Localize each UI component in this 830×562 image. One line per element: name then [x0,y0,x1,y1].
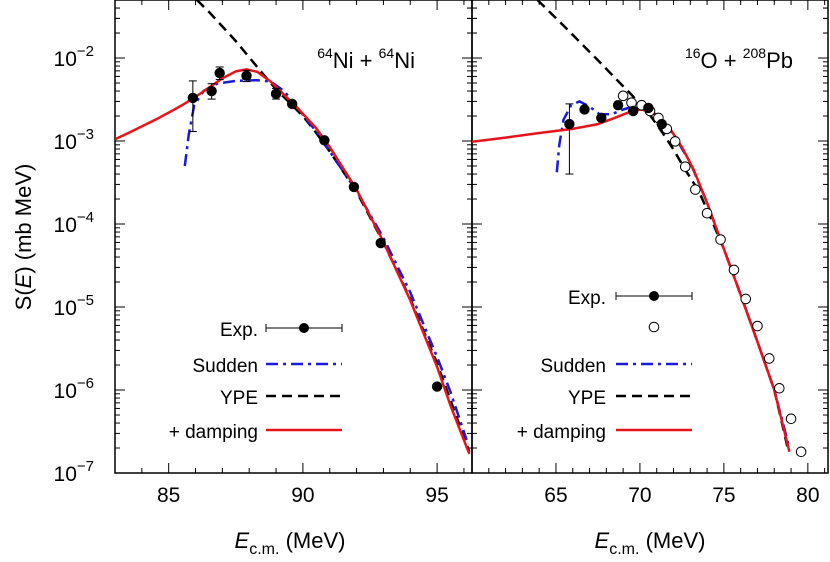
panel-ni64-ni64: 85 90 95 [114,0,473,507]
x-axis-label-right: Ec.m. (MeV) [595,528,706,557]
data-point-open [679,161,691,173]
data-point-open [728,264,740,276]
data-point-open [774,382,785,394]
panel-o16-pb208: 65 70 75 80 [471,0,829,507]
y-tick-label: 10−5 [54,292,94,320]
data-point-open [795,446,807,458]
y-tick-label: 10−7 [54,458,94,486]
x-tick-label: 90 [291,484,314,507]
legend-right: Exp. Sudden YPE + damping [517,288,693,443]
data-point-open [785,413,797,425]
x-tick-label: 75 [712,484,735,507]
data-point-exp [270,88,282,100]
data-point-exp [241,70,252,82]
legend-right-exp-symbol [615,291,693,301]
y-tick-label: 10−3 [54,126,94,154]
data-point-open [740,293,752,305]
data-point-exp [375,237,386,249]
legend-right-exp-label: Exp. [568,288,606,309]
legend-right-ype-label: YPE [568,388,606,409]
y-tick-label: 10−2 [54,43,94,71]
data-point-exp [348,181,360,193]
legend-right-open-circle [648,321,660,333]
data-point-exp [643,102,654,114]
plot-frame-left [114,0,473,474]
x-tick-label: 70 [628,484,651,507]
legend-left-exp-symbol [265,323,343,333]
y-tick-label: 10−4 [54,209,94,237]
panel-title-right: 16O + 208Pb [685,45,793,73]
data-point-exp [206,85,217,97]
x-tick-label: 65 [544,484,567,507]
data-point-exp [431,381,443,392]
data-point-exp [628,105,639,117]
data-point-exp [286,98,298,110]
data-point-exp [579,104,590,115]
data-point-exp [596,112,607,124]
y-axis-label: S(E) (mb MeV) [11,164,36,311]
x-tick-label: 85 [157,484,180,507]
data-point-open [669,136,681,147]
data-point-open [752,320,763,332]
series-line-sudden [183,78,468,441]
data-point-exp [187,92,199,104]
y-tick-label: 10−6 [54,375,94,403]
data-point-exp [564,118,575,130]
legend-right-sudden-label: Sudden [540,356,606,377]
series-line-ype [536,0,789,449]
series-line-damping [115,68,471,455]
data-point-exp [656,118,667,130]
legend-left-damping-label: + damping [169,422,258,443]
legend-right-damping-label: + damping [517,422,606,443]
data-point-open [701,207,713,219]
legend-left: Exp. Sudden YPE + damping [169,320,343,443]
data-point-open [690,184,701,195]
series-line-damping [472,108,791,453]
data-point-exp [214,67,225,79]
data-point-open [763,353,775,364]
y-tick-labels: 10−2 10−3 10−4 10−5 10−6 10−7 [54,43,94,486]
legend-left-sudden-label: Sudden [192,356,258,377]
x-axis-label-left: Ec.m. (MeV) [235,528,346,557]
x-tick-label: 95 [425,484,448,507]
legend-left-ype-label: YPE [220,388,258,409]
x-tick-label: 80 [796,484,819,507]
panel-title-left: 64Ni + 64Ni [317,45,415,73]
data-point-open [626,97,637,108]
data-point-open [715,234,726,245]
data-point-open [617,90,629,102]
data-point-exp [319,135,330,146]
legend-left-exp-label: Exp. [220,320,258,341]
data-point-exp [612,100,624,111]
